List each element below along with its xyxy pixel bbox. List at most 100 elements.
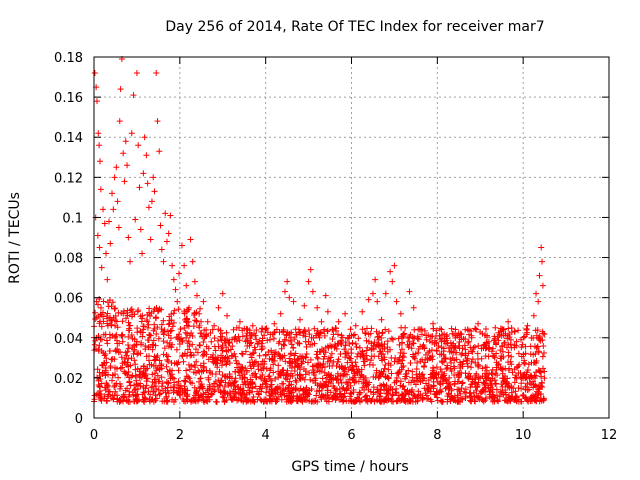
data-point-band [201,327,208,334]
data-point-band [366,361,373,368]
data-point-band [469,356,476,363]
data-point-band [131,346,138,353]
y-tick-label: 0.1 [62,211,83,226]
x-tick-label: 10 [515,428,532,443]
data-point [133,70,140,77]
data-point-band [233,357,240,364]
data-point-band [165,332,172,339]
data-point-band [100,298,107,305]
data-point-band [402,375,409,382]
data-point-band [302,354,309,361]
data-point-band [474,361,481,368]
data-point-band [540,365,547,372]
data-point-band [348,398,355,405]
data-point-band [419,396,426,403]
data-point-band [293,379,300,386]
data-point-band [465,338,472,345]
data-point-band [527,343,534,350]
data-point-band [124,385,131,392]
data-point-band [409,340,416,347]
data-point-band [163,351,170,358]
data-point [125,234,132,241]
data-point-band [373,341,380,348]
data-point-band [155,335,162,342]
data-point-band [146,344,153,351]
data-point-band [530,378,537,385]
data-point-band [189,341,196,348]
data-point-band [448,359,455,366]
data-point-band [240,390,247,397]
data-point-band [323,382,330,389]
data-point-band [363,382,370,389]
data-point-band [244,338,251,345]
data-point-band [301,396,308,403]
data-point-band [109,372,116,379]
data-point-band [127,382,134,389]
data-point-band [228,352,235,359]
data-point-band [170,384,177,391]
data-point-band [313,392,320,399]
data-point [181,262,188,269]
x-tick-label: 4 [262,428,270,443]
data-point-band [205,356,212,363]
data-point-band [493,364,500,371]
data-point-band [285,337,292,344]
data-point-band [286,392,293,399]
y-tick-label: 0.18 [54,51,83,66]
data-point-band [321,363,328,370]
data-point-band [332,374,339,381]
data-point-band [159,398,166,405]
data-point-band [394,370,401,377]
data-point-band [96,296,103,303]
data-point-band [99,362,106,369]
data-point-band [279,353,286,360]
data-point-band [124,312,131,319]
data-point-band [119,338,126,345]
data-point-band [503,344,510,351]
data-point-band [335,356,342,363]
data-point-band [495,337,502,344]
data-point [449,330,456,337]
data-point-band [266,373,273,380]
data-point-band [397,378,404,385]
axis-ticks: 0 2 4 6 8 10 12 0 0.02 0.04 0.06 0.08 0.1 0.12 0.14 0.1… [54,51,617,443]
data-point-band [521,333,528,340]
data-point-band [362,329,369,336]
data-point-band [420,362,427,369]
data-point-band [125,393,132,400]
data-point-band [300,328,307,335]
data-point [165,230,172,237]
data-point-band [263,325,270,332]
data-point-band [325,394,332,401]
data-point-band [473,370,480,377]
data-point-band [254,396,261,403]
data-point [539,282,546,289]
data-point-band [503,380,510,387]
data-point-band [324,328,331,335]
data-point-band [250,393,257,400]
data-point-band [264,383,271,390]
data-point [309,288,316,295]
data-point-band [198,318,205,325]
data-point-band [92,309,99,316]
data-point-band [134,398,141,405]
data-point-band [329,336,336,343]
y-axis-label: ROTI / TECUs [7,192,23,284]
data-point-band [321,332,328,339]
data-point [117,86,124,93]
data-point-band [316,383,323,390]
data-point-band [170,310,177,317]
data-point-band [120,308,127,315]
data-point-band [377,390,384,397]
data-point [151,188,158,195]
data-point-band [104,382,111,389]
data-point-band [197,375,204,382]
data-point-band [466,327,473,334]
data-point-band [192,364,199,371]
data-point-band [392,355,399,362]
data-point-band [511,342,518,349]
data-point-band [218,362,225,369]
data-point [249,322,256,329]
data-point-band [496,393,503,400]
data-point-band [212,347,219,354]
